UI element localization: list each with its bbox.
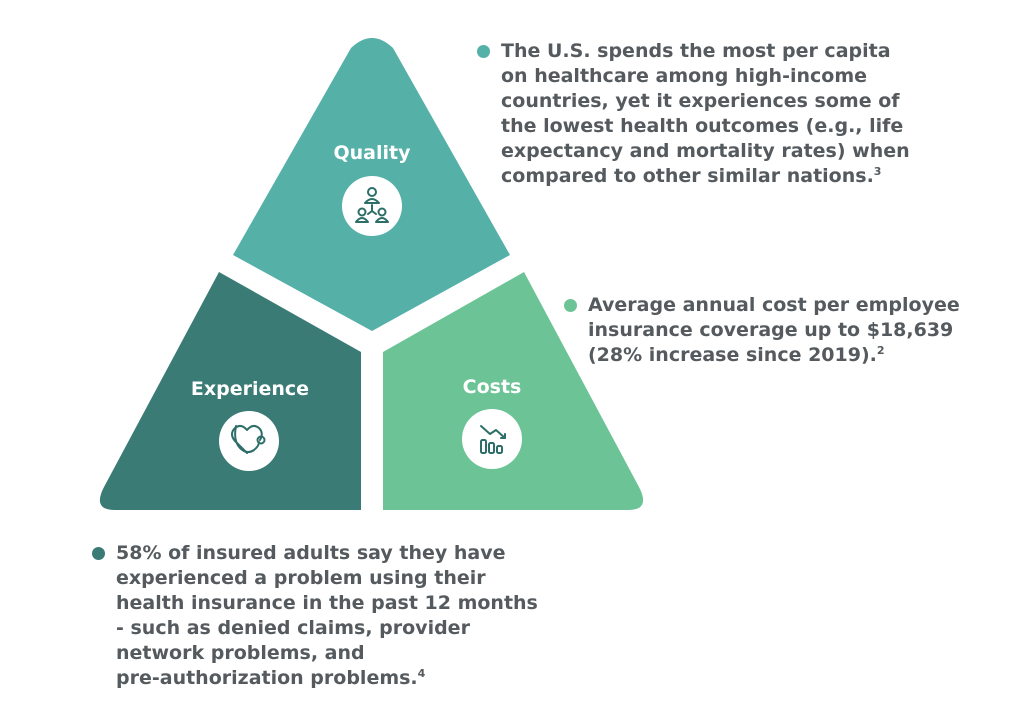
experience-callout-line: experienced a problem using their [116, 567, 486, 589]
quality-callout-line: the lowest health outcomes (e.g., life [501, 115, 904, 137]
experience-footnote: 4 [417, 667, 426, 680]
costs-callout-line: Average annual cost per employee [588, 294, 960, 316]
quality-bullet-dot [477, 45, 490, 58]
costs-callout-line: insurance coverage up to $18,639 [588, 319, 954, 341]
quality-callout-line: compared to other similar nations. [501, 165, 874, 187]
quality-callout-line: countries, yet it experiences some of [501, 90, 900, 112]
quality-footnote: 3 [873, 165, 882, 178]
costs-callout: Average annual cost per employee insuran… [564, 293, 960, 368]
costs-bullet-dot [564, 299, 577, 312]
costs-label: Costs [463, 376, 522, 398]
quality-callout: The U.S. spends the most per capita on h… [477, 39, 910, 189]
costs-footnote: 2 [876, 344, 885, 357]
experience-callout-line: network problems, and [116, 642, 365, 664]
experience-callout: 58% of insured adults say they have expe… [92, 541, 538, 691]
people-network-icon [342, 176, 402, 236]
quality-label: Quality [334, 142, 412, 164]
costs-callout-line: (28% increase since 2019). [588, 344, 877, 366]
stethoscope-heart-icon [219, 411, 279, 471]
bar-chart-down-icon [462, 409, 522, 469]
quality-callout-line: on healthcare among high-income [501, 65, 868, 87]
experience-segment [99, 272, 361, 510]
costs-segment [383, 272, 644, 510]
experience-callout-line: - such as denied claims, provider [116, 617, 470, 639]
quality-callout-line: The U.S. spends the most per capita [501, 40, 891, 62]
experience-callout-line: health insurance in the past 12 months [116, 592, 538, 614]
experience-callout-line: 58% of insured adults say they have [116, 542, 506, 564]
quality-callout-line: expectancy and mortality rates) when [501, 140, 910, 162]
experience-callout-line: pre-authorization problems. [116, 667, 418, 689]
experience-label: Experience [191, 378, 309, 400]
experience-bullet-dot [92, 547, 105, 560]
